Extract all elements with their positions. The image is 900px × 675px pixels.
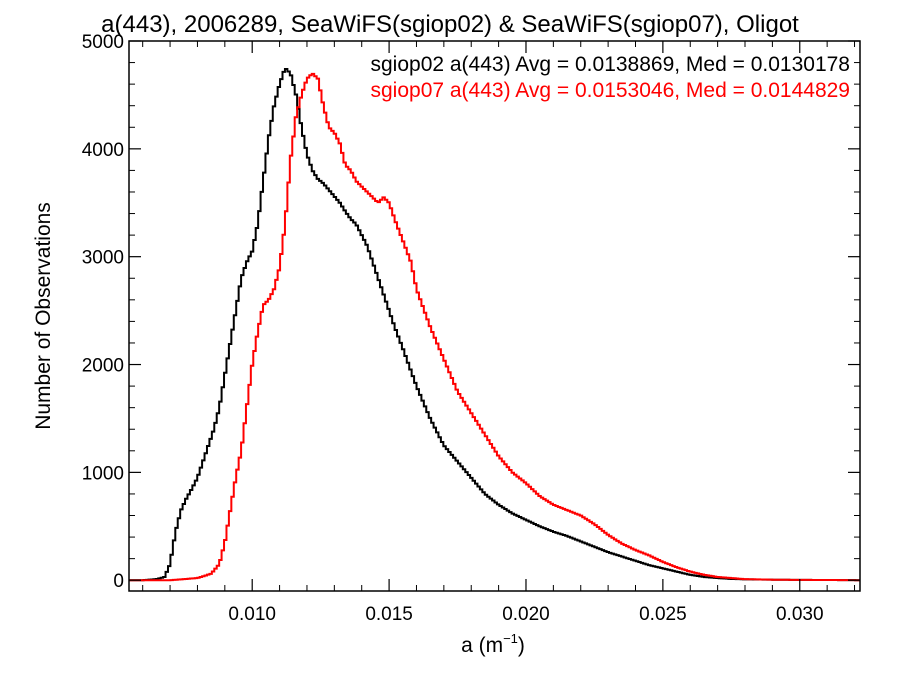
series-line-sgiop02 xyxy=(129,68,860,582)
plot-frame xyxy=(128,40,861,592)
series-layer xyxy=(129,68,860,582)
y-tick-label: 4000 xyxy=(82,140,124,161)
y-tick-label: 2000 xyxy=(82,356,124,377)
x-tick-label: 0.020 xyxy=(502,604,550,625)
x-tick-label: 0.025 xyxy=(639,604,687,625)
legend-entry-sgiop02: sgiop02 a(443) Avg = 0.0138869, Med = 0.… xyxy=(370,53,850,76)
y-tick-label: 3000 xyxy=(82,248,124,269)
x-tick-label: 0.030 xyxy=(776,604,824,625)
series-line-sgiop07 xyxy=(129,72,860,582)
y-tick-label: 0 xyxy=(113,571,124,592)
x-tick-label: 0.015 xyxy=(365,604,413,625)
y-tick-label: 5000 xyxy=(82,32,124,53)
legend-entry-sgiop07: sgiop07 a(443) Avg = 0.0153046, Med = 0.… xyxy=(370,79,850,102)
y-axis-label: Number of Observations xyxy=(32,202,55,430)
x-axis-label: a (m−1) xyxy=(461,631,525,657)
x-tick-label: 0.010 xyxy=(228,604,276,625)
tick-layer: 0.010 0.015 0.020 0.025 0.030 0 1000 2000 3000 40… xyxy=(82,32,860,625)
y-tick-label: 1000 xyxy=(82,463,124,484)
chart-title: a(443), 2006289, SeaWiFS(sgiop02) & SeaW… xyxy=(101,11,799,38)
x-axis-label-main: a (m xyxy=(461,634,503,657)
x-axis-label-superscript: −1 xyxy=(503,631,518,646)
x-axis-label-close: ) xyxy=(518,634,525,657)
